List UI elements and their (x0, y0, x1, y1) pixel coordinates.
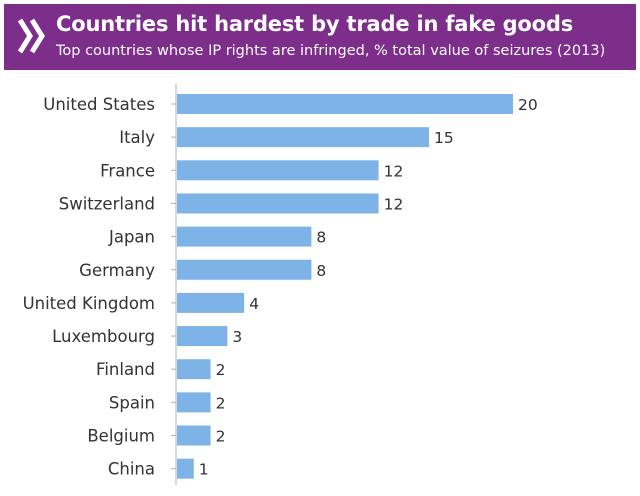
chart-header: Countries hit hardest by trade in fake g… (4, 4, 636, 70)
category-label: France (100, 161, 155, 180)
value-label: 3 (232, 328, 242, 346)
bar (177, 425, 211, 446)
value-label: 1 (199, 461, 209, 479)
value-label: 12 (384, 162, 404, 180)
value-label: 8 (316, 262, 326, 280)
bar (177, 292, 245, 313)
bar (177, 326, 228, 347)
bar (177, 458, 194, 479)
bar (177, 160, 379, 181)
category-label: Japan (108, 228, 155, 247)
category-label: Belgium (87, 427, 155, 446)
category-label: United Kingdom (23, 294, 155, 313)
bar (177, 94, 513, 114)
value-label: 4 (249, 295, 259, 313)
category-label: Germany (79, 261, 155, 280)
chart-subtitle: Top countries whose IP rights are infrin… (56, 43, 606, 59)
bar (177, 359, 211, 380)
double-chevron-right-icon (17, 18, 45, 54)
category-label: Spain (109, 393, 155, 412)
value-label: 8 (316, 229, 326, 247)
value-label: 2 (216, 428, 226, 446)
category-label: United States (43, 95, 155, 114)
category-label: Finland (96, 360, 155, 379)
value-label: 12 (384, 195, 404, 213)
bar (177, 259, 312, 280)
bar (177, 127, 429, 148)
value-label: 15 (434, 129, 454, 147)
category-label: Luxembourg (52, 327, 155, 346)
bar (177, 193, 379, 214)
bar (177, 226, 312, 247)
category-label: Switzerland (59, 194, 155, 213)
value-label: 2 (216, 394, 226, 412)
category-label: Italy (119, 128, 155, 147)
value-label: 2 (216, 361, 226, 379)
bar (177, 392, 211, 413)
chart-title: Countries hit hardest by trade in fake g… (56, 12, 574, 36)
category-label: China (108, 460, 155, 479)
value-label: 20 (518, 96, 538, 114)
